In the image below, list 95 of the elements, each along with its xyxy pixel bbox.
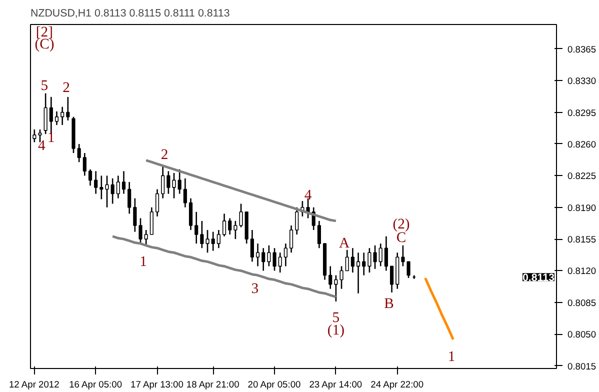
candlestick (250, 229, 254, 262)
candlestick (373, 244, 377, 270)
candlestick (222, 213, 226, 237)
x-tick-label: 24 Apr 22:00 (370, 380, 424, 390)
candlestick (384, 236, 388, 272)
candlestick (138, 218, 142, 246)
candlestick (267, 244, 271, 267)
candlestick (150, 206, 154, 236)
y-tick-label: 0.8085 (568, 298, 596, 308)
candlestick (256, 242, 260, 267)
candlestick (289, 224, 294, 254)
candlestick (306, 198, 310, 219)
candlestick (144, 229, 148, 247)
line-series (424, 276, 454, 341)
annotation: 4 (304, 188, 312, 204)
y-tick-label: 0.8190 (568, 202, 596, 213)
chart-title: NZDUSD,H1 0.8113 0.8115 0.8111 0.8113 (30, 8, 230, 20)
candlestick (194, 211, 198, 244)
candlestick (278, 252, 282, 274)
annotation: 4 (38, 138, 46, 154)
x-tick-label: 12 Apr 2012 (8, 380, 60, 390)
candlestick (116, 175, 120, 199)
y-tick-label: 0.8050 (568, 330, 596, 340)
y-tick-label: 0.8015 (568, 361, 596, 372)
candlestick (345, 249, 349, 272)
candlestick (228, 218, 232, 236)
x-tick-label: 16 Apr 05:00 (69, 380, 122, 390)
annotation: 1 (140, 254, 147, 270)
candlestick (378, 242, 382, 267)
candlestick (234, 220, 238, 240)
candlestick (340, 266, 344, 290)
x-tick-label: 17 Apr 13:00 (130, 380, 184, 390)
candlestick (178, 168, 182, 194)
y-tick-label: 0.8225 (568, 171, 596, 182)
candlestick (406, 261, 410, 279)
line-series (111, 235, 338, 298)
candlestick (54, 110, 59, 126)
candlestick (172, 172, 176, 199)
candlestick (284, 242, 288, 267)
annotation: 5 (40, 78, 48, 94)
candlestick (272, 247, 276, 272)
candlestick (88, 168, 92, 186)
candlestick (239, 203, 243, 228)
candlestick (211, 231, 215, 252)
candlestick (94, 170, 98, 194)
y-tick-label: 0.8295 (568, 108, 596, 118)
candlestick (356, 252, 360, 294)
candlestick (188, 198, 193, 231)
candlestick (100, 175, 104, 200)
annotation: 1 (448, 348, 456, 365)
y-tick-label: 0.8120 (568, 266, 596, 276)
x-tick-label: 20 Apr 05:00 (248, 380, 301, 390)
candlestick (334, 274, 338, 302)
candlestick (262, 247, 266, 272)
candlestick (110, 178, 114, 204)
annotation: 0.8113 (522, 272, 555, 284)
annotation: 2 (62, 80, 70, 96)
candlestick (44, 92, 48, 135)
annotation: C (396, 230, 406, 246)
candlestick (368, 247, 372, 274)
x-tick-label: 18 Apr 21:00 (186, 380, 240, 390)
annotation: B (384, 296, 394, 312)
candlestick (295, 206, 299, 236)
annotation: 1 (47, 130, 55, 146)
candlestick (401, 244, 405, 267)
candlestick (105, 175, 109, 208)
candlestick (390, 266, 394, 294)
candlestick (206, 229, 210, 254)
annotation: A (339, 236, 350, 252)
annotation: 3 (251, 280, 259, 297)
candlestick (128, 181, 132, 214)
annotation: (2) (392, 216, 410, 233)
candlestick (32, 128, 36, 143)
candlestick (77, 143, 81, 163)
candlestick (166, 170, 170, 194)
y-tick-label: 0.8330 (568, 76, 596, 86)
y-tick-label: 0.8260 (568, 139, 596, 150)
candlestick (60, 106, 64, 126)
y-tick-label: 0.8155 (568, 234, 596, 245)
candlestick (216, 229, 220, 249)
candlestick (161, 165, 165, 199)
candlestick (183, 178, 187, 208)
candlestick (82, 152, 86, 176)
candlestick (122, 170, 126, 194)
candlestick (133, 198, 137, 232)
candlestick (317, 220, 321, 249)
candlestick (328, 266, 332, 290)
candlestick (200, 220, 204, 249)
y-tick-label: 0.8365 (568, 44, 596, 54)
x-tick-label: 23 Apr 14:00 (309, 380, 362, 390)
annotation: 2 (160, 146, 168, 163)
candlestick (155, 188, 160, 218)
candlestick (362, 252, 366, 276)
candlestick (66, 96, 70, 122)
candlestick (350, 247, 354, 274)
